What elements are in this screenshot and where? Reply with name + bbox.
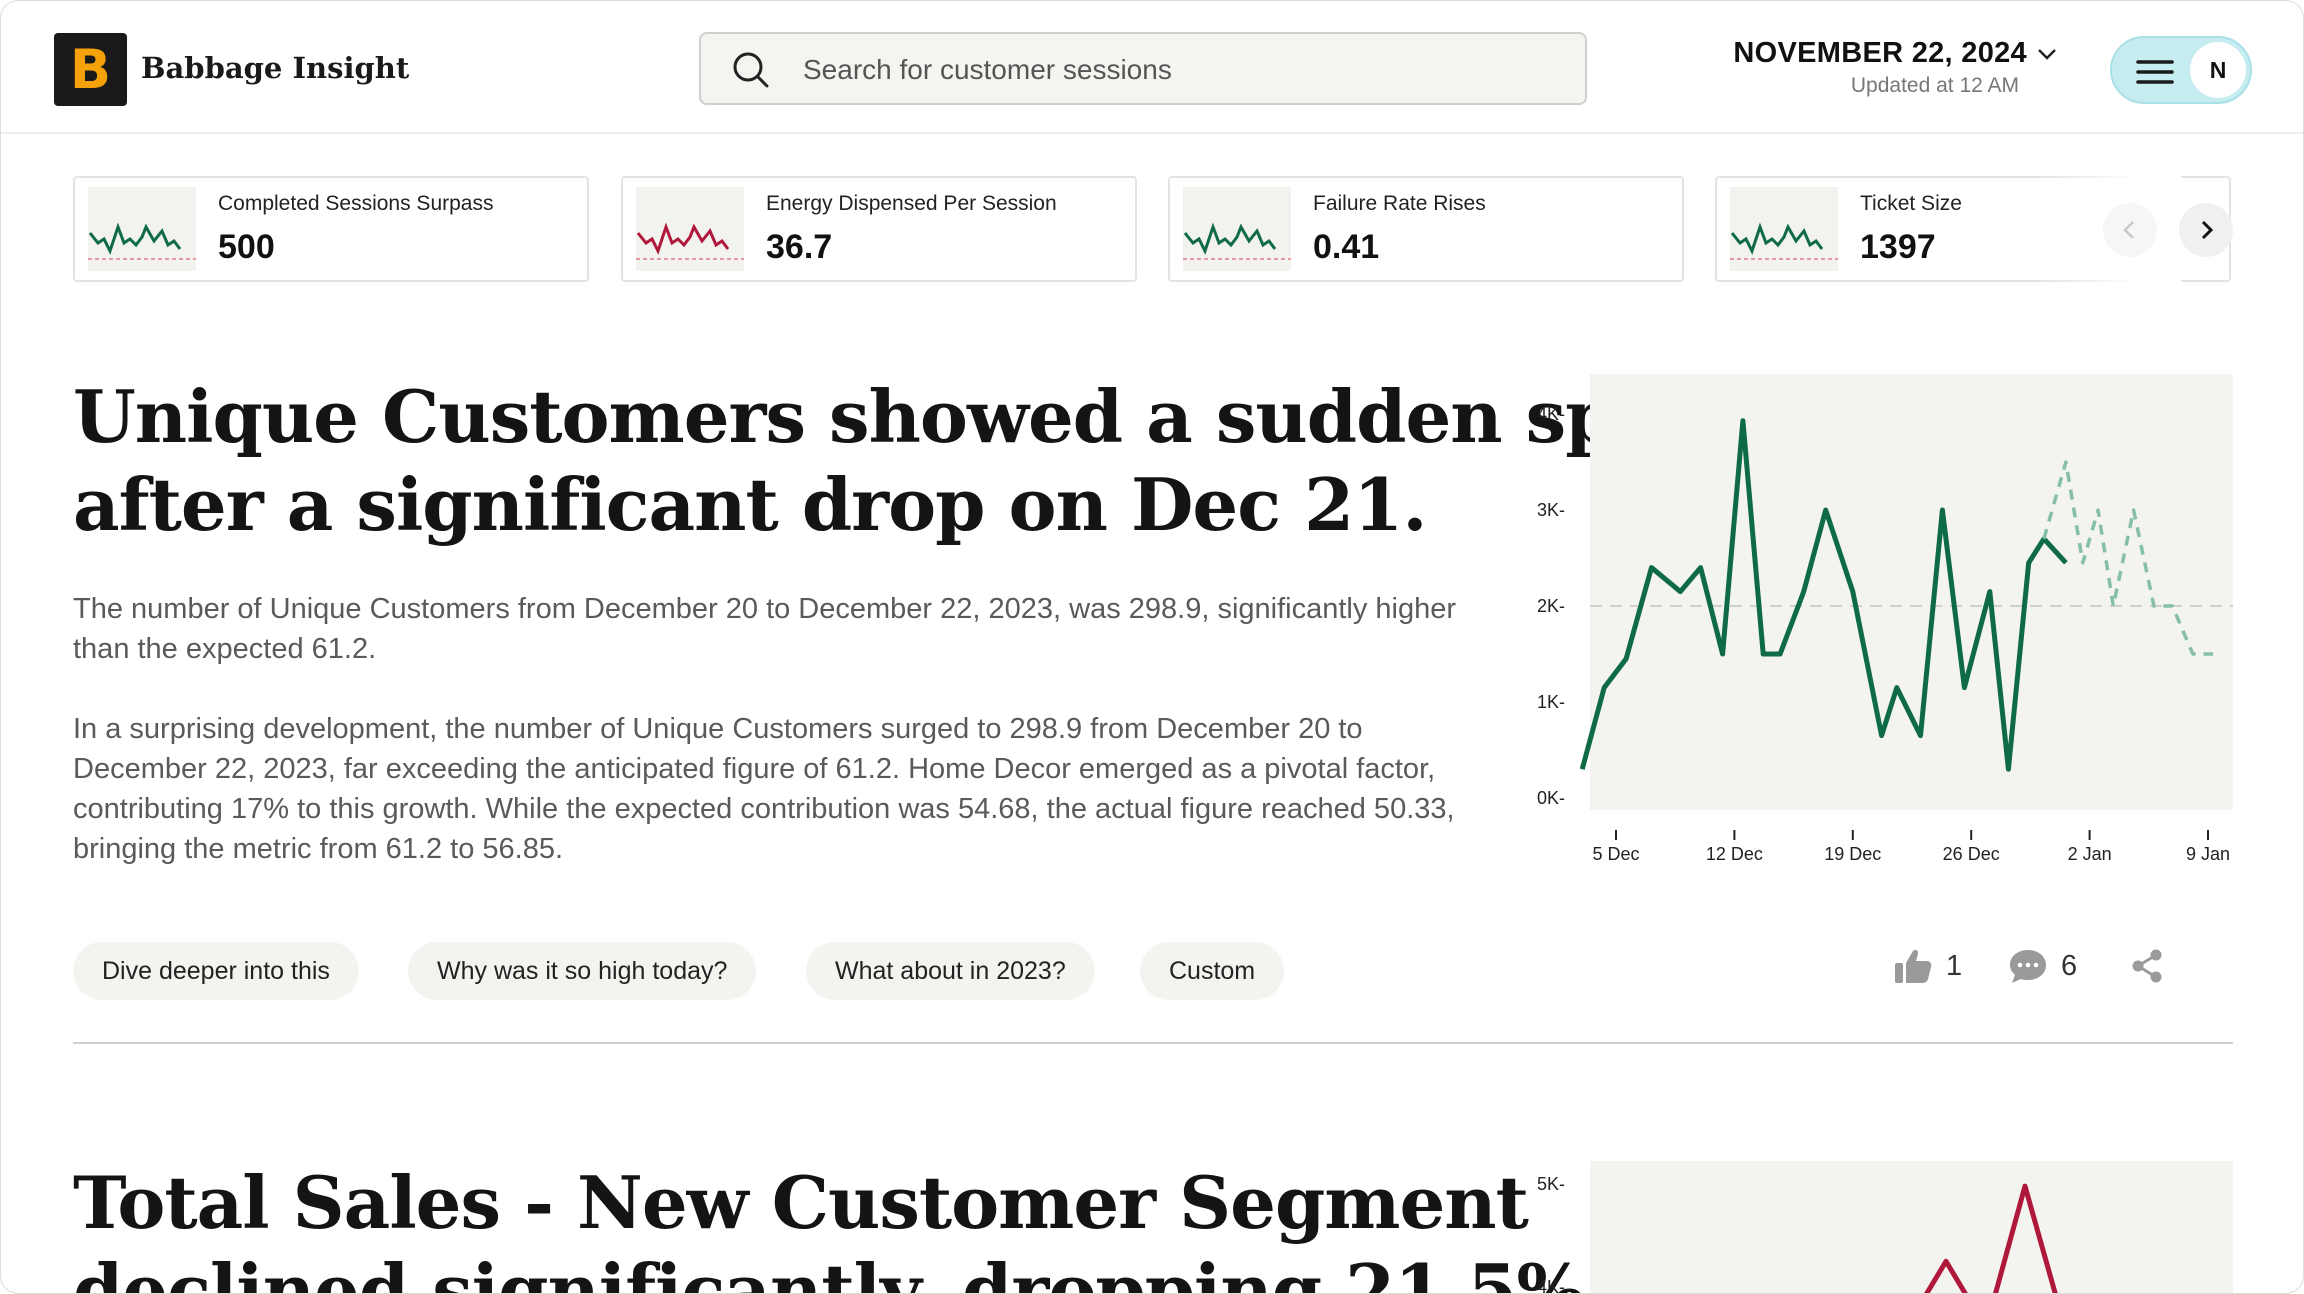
carousel-next-button[interactable]	[2179, 203, 2233, 257]
x-tick-label: 26 Dec	[1943, 844, 2000, 864]
updated-label: Updated at 12 AM	[1850, 74, 2019, 97]
thumbs-up-icon	[1895, 950, 1932, 983]
chevron-down-icon	[2038, 48, 2056, 60]
user-menu-toggle[interactable]: N	[2110, 36, 2252, 104]
sparkline	[1183, 222, 1277, 255]
x-tick-label: 19 Dec	[1824, 844, 1881, 864]
sparkline	[1730, 222, 1824, 255]
y-tick-label: 4K-	[1537, 404, 1565, 424]
metric-card[interactable]: Completed Sessions Surpass 500	[73, 176, 589, 282]
carousel-prev-button[interactable]	[2103, 203, 2157, 257]
like-button[interactable]: 1	[1894, 948, 1962, 984]
forecast-series-line	[2042, 460, 2214, 656]
followup-chip[interactable]: Dive deeper into this	[73, 942, 359, 1000]
metric-card[interactable]: Failure Rate Rises 0.41	[1168, 176, 1684, 282]
like-count: 1	[1946, 949, 1963, 982]
metric-value: 36.7	[766, 228, 833, 266]
x-tick-label: 9 Jan	[2186, 844, 2230, 864]
sparkline-chart	[1730, 187, 1838, 271]
comment-icon	[2010, 950, 2046, 983]
followup-chip[interactable]: What about in 2023?	[806, 942, 1095, 1000]
share-button[interactable]	[2129, 948, 2165, 984]
metric-value: 1397	[1860, 228, 1936, 266]
search-icon	[733, 52, 769, 88]
metric-card[interactable]: Energy Dispensed Per Session 36.7	[621, 176, 1137, 282]
share-icon	[2132, 949, 2162, 983]
insight-summary: The number of Unique Customers from Dece…	[73, 593, 1457, 665]
comment-count: 6	[2061, 949, 2078, 982]
followup-chip[interactable]: Why was it so high today?	[408, 942, 757, 1000]
logo-letter: B	[69, 38, 112, 101]
metric-value: 500	[218, 228, 275, 266]
headline-line: Unique Customers showed a sudden spike	[73, 374, 1736, 459]
date-picker[interactable]: NOVEMBER 22, 2024 Updated at 12 AM	[1733, 37, 2059, 98]
metric-label: Ticket Size	[1860, 192, 1962, 215]
metric-value: 0.41	[1313, 228, 1380, 266]
metric-label: Completed Sessions Surpass	[218, 192, 494, 215]
chevron-right-icon	[2201, 220, 2214, 240]
avatar[interactable]: N	[2190, 42, 2246, 98]
chevron-left-icon	[2123, 221, 2134, 239]
sparkline-chart	[1183, 187, 1291, 271]
sparkline	[88, 222, 182, 255]
logo[interactable]: B	[54, 33, 127, 106]
y-tick-label: 4K-	[1537, 1277, 1565, 1294]
actual-series-line	[1924, 1183, 2058, 1293]
metric-label: Failure Rate Rises	[1313, 192, 1486, 215]
x-tick-label: 5 Dec	[1592, 844, 1639, 864]
sparkline-chart	[636, 187, 744, 271]
x-tick-label: 12 Dec	[1706, 844, 1763, 864]
insight-headline: Total Sales - New Customer Segment decli…	[73, 1159, 1585, 1294]
y-tick-label: 3K-	[1537, 500, 1565, 520]
actual-series-line	[1579, 418, 2068, 772]
insight-headline: Unique Customers showed a sudden spike a…	[73, 373, 1736, 549]
headline-line: declined significantly, dropping 21.5%	[73, 1248, 1585, 1294]
brand-name: Babbage Insight	[141, 51, 410, 85]
insight-detail: In a surprising development, the number …	[73, 713, 1455, 865]
sparkline-chart	[88, 187, 196, 271]
chart-plot-area	[1590, 1161, 2233, 1293]
headline-line: Total Sales - New Customer Segment	[73, 1160, 1529, 1245]
y-tick-label: 0K-	[1537, 788, 1565, 808]
search-input[interactable]	[801, 34, 1565, 105]
x-tick-label: 2 Jan	[2068, 844, 2112, 864]
date-label: NOVEMBER 22, 2024	[1733, 37, 2027, 69]
followup-chip[interactable]: Custom	[1140, 942, 1285, 1000]
headline-line: after a significant drop on Dec 21.	[73, 462, 1427, 547]
section-divider	[73, 1042, 2233, 1044]
y-tick-label: 5K-	[1537, 1174, 1565, 1194]
metric-label: Energy Dispensed Per Session	[766, 192, 1057, 215]
search-bar[interactable]	[699, 32, 1587, 105]
comment-button[interactable]: 6	[2009, 948, 2077, 984]
hamburger-icon	[2136, 60, 2174, 84]
y-tick-label: 2K-	[1537, 596, 1565, 616]
chart-plot-area	[1590, 374, 2233, 810]
y-tick-label: 1K-	[1537, 692, 1565, 712]
sparkline	[636, 222, 730, 255]
top-bar: B Babbage Insight NOVEMBER 22, 2024 Upda…	[1, 1, 2303, 134]
